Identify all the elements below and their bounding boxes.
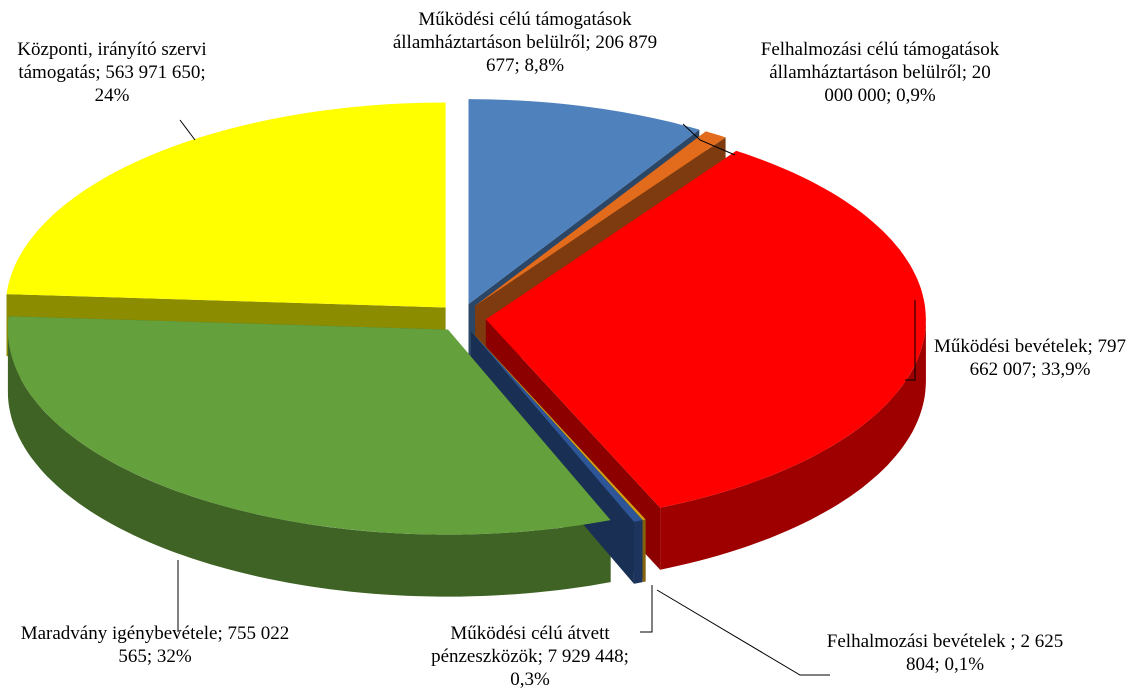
slice [6, 102, 446, 308]
slice-wall [7, 329, 611, 597]
label-part: 755 022 565 [118, 623, 290, 667]
leader-line [656, 589, 830, 676]
label-part: ; [537, 646, 548, 667]
label-part: 20 000 000 [824, 62, 991, 106]
label-part: ; [217, 623, 228, 644]
label-part: ; [623, 646, 629, 667]
data-label: Működési célú átvett pénzeszközök; 7 929… [430, 622, 630, 691]
label-part: 32% [156, 646, 192, 667]
label-part: ; [146, 646, 157, 667]
leader-line [179, 119, 196, 141]
label-part: ; [95, 62, 106, 83]
slice-wall [633, 520, 643, 584]
data-label: Maradvány igénybevétele; 755 022 565; 32… [20, 622, 290, 668]
label-part: 0,1% [944, 654, 985, 675]
data-label: Felhalmozási célú támogatások államházta… [755, 38, 1005, 107]
label-part: ; [961, 62, 972, 83]
slice [471, 331, 646, 521]
label-part: Működési célú támogatások államháztartás… [392, 9, 632, 53]
label-part: ; [886, 85, 897, 106]
label-part: ; [1010, 631, 1021, 652]
data-label: Működési célú támogatások államháztartás… [375, 8, 675, 77]
label-part: 7 929 448 [547, 646, 624, 667]
slice-wall [642, 519, 646, 583]
label-part: Működési bevételek [933, 336, 1088, 357]
label-part: ; [1031, 359, 1042, 380]
label-part: 24% [94, 85, 130, 106]
label-part: Felhalmozási bevételek [826, 631, 1011, 652]
slice [471, 331, 643, 522]
slice [485, 150, 926, 508]
label-part: Központi, irányító szervi támogatás [17, 39, 207, 83]
leader-line [640, 585, 653, 633]
label-part: ; [934, 654, 945, 675]
slice [7, 316, 611, 535]
label-part: 2 625 804 [905, 631, 1064, 675]
slice [468, 99, 700, 305]
data-label: Központi, irányító szervi támogatás; 563… [17, 38, 207, 107]
leader-line [905, 300, 916, 381]
label-part: 563 971 650 [105, 62, 201, 83]
label-part: Működési célú átvett pénzeszközök [431, 623, 610, 667]
label-part: 0,3% [510, 669, 550, 690]
label-part: Felhalmozási célú támogatások államházta… [760, 39, 1000, 83]
label-part: ; [1087, 336, 1098, 357]
label-part: ; [200, 62, 206, 83]
label-part: ; [514, 55, 525, 76]
label-part: 206 879 677 [485, 32, 658, 76]
label-part: Maradvány igénybevétele [20, 623, 218, 644]
label-part: 0,9% [896, 85, 936, 106]
slice [475, 131, 726, 306]
data-label: Működési bevételek; 797 662 007; 33,9% [930, 335, 1130, 381]
label-part: ; [585, 32, 596, 53]
slice-wall [660, 319, 926, 570]
label-part: 33,9% [1041, 359, 1091, 380]
leader-line [682, 123, 736, 156]
label-part: 797 662 007 [969, 336, 1127, 380]
data-label: Felhalmozási bevételek ; 2 625 804; 0,1% [820, 630, 1070, 676]
label-part: 8,8% [524, 55, 565, 76]
